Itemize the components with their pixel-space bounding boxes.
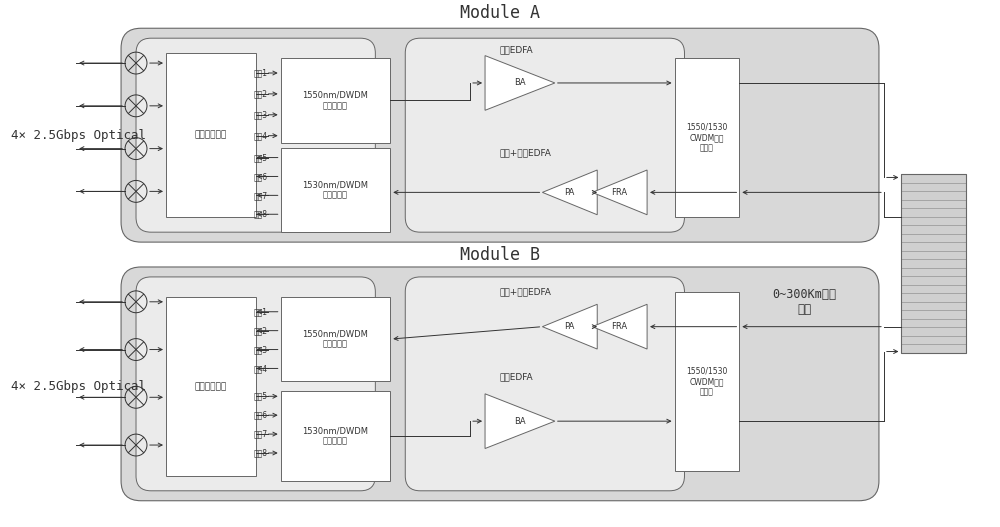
Polygon shape bbox=[485, 394, 555, 448]
Text: 波长8: 波长8 bbox=[254, 210, 268, 219]
Text: 4× 2.5Gbps Optical: 4× 2.5Gbps Optical bbox=[11, 129, 146, 142]
Polygon shape bbox=[592, 170, 647, 215]
Text: FRA: FRA bbox=[612, 188, 628, 197]
Text: 波长1: 波长1 bbox=[254, 307, 268, 316]
Text: 波长7: 波长7 bbox=[254, 191, 268, 200]
Text: PA: PA bbox=[565, 322, 575, 331]
Text: 波长5: 波长5 bbox=[254, 392, 268, 401]
Bar bbox=[166, 53, 256, 217]
Bar bbox=[675, 58, 739, 217]
Text: 波长8: 波长8 bbox=[254, 448, 268, 457]
Bar bbox=[281, 148, 390, 232]
Text: 光纤模式转换: 光纤模式转换 bbox=[195, 131, 227, 140]
Text: 据收+预放EDFA: 据收+预放EDFA bbox=[500, 148, 552, 157]
Text: 波长4: 波长4 bbox=[254, 131, 268, 140]
Text: 0~300Km海底
光缆: 0~300Km海底 光缆 bbox=[772, 288, 836, 316]
Text: Module A: Module A bbox=[460, 4, 540, 22]
Bar bbox=[281, 392, 390, 481]
FancyBboxPatch shape bbox=[121, 267, 879, 501]
Text: BA: BA bbox=[514, 79, 526, 87]
FancyBboxPatch shape bbox=[405, 38, 684, 232]
Text: FRA: FRA bbox=[612, 322, 628, 331]
Text: 4× 2.5Gbps Optical: 4× 2.5Gbps Optical bbox=[11, 380, 146, 393]
Polygon shape bbox=[485, 56, 555, 110]
Text: 波长3: 波长3 bbox=[254, 345, 268, 354]
Polygon shape bbox=[542, 304, 597, 349]
Polygon shape bbox=[542, 170, 597, 215]
Text: BA: BA bbox=[514, 417, 526, 426]
Text: 波长4: 波长4 bbox=[254, 364, 268, 373]
FancyBboxPatch shape bbox=[136, 38, 375, 232]
Bar bbox=[901, 174, 966, 353]
Bar bbox=[901, 174, 966, 353]
Text: 1550nm/DWDM
波分复用器: 1550nm/DWDM 波分复用器 bbox=[303, 329, 368, 349]
Text: PA: PA bbox=[565, 188, 575, 197]
Text: 波长6: 波长6 bbox=[254, 411, 268, 419]
Text: 1530nm/DWDM
波分复用器: 1530nm/DWDM 波分复用器 bbox=[302, 426, 368, 446]
Text: Module B: Module B bbox=[460, 246, 540, 264]
Text: 功放EDFA: 功放EDFA bbox=[500, 46, 534, 55]
Text: 波长2: 波长2 bbox=[254, 90, 268, 99]
Bar bbox=[281, 297, 390, 382]
Text: 1530nm/DWDM
波分复用器: 1530nm/DWDM 波分复用器 bbox=[302, 180, 368, 200]
Text: 波长2: 波长2 bbox=[254, 326, 268, 335]
Text: 波长6: 波长6 bbox=[254, 172, 268, 181]
Text: 1550/1530
CWDM波分
复用器: 1550/1530 CWDM波分 复用器 bbox=[686, 123, 728, 153]
Text: 1550/1530
CWDM波分
复用器: 1550/1530 CWDM波分 复用器 bbox=[686, 366, 728, 396]
FancyBboxPatch shape bbox=[136, 277, 375, 491]
Bar bbox=[166, 297, 256, 476]
Text: 1550nm/DWDM
波分复用器: 1550nm/DWDM 波分复用器 bbox=[303, 91, 368, 110]
Text: 光纤模式转换: 光纤模式转换 bbox=[195, 382, 227, 391]
Text: 波长5: 波长5 bbox=[254, 153, 268, 162]
Text: 波长7: 波长7 bbox=[254, 430, 268, 438]
Text: 波长3: 波长3 bbox=[254, 110, 268, 119]
Text: 据收+预放EDFA: 据收+预放EDFA bbox=[500, 287, 552, 296]
Bar bbox=[281, 58, 390, 143]
Polygon shape bbox=[592, 304, 647, 349]
FancyBboxPatch shape bbox=[405, 277, 684, 491]
Bar bbox=[675, 292, 739, 471]
FancyBboxPatch shape bbox=[121, 28, 879, 242]
Text: 波长1: 波长1 bbox=[254, 69, 268, 77]
Text: 功放EDFA: 功放EDFA bbox=[500, 372, 534, 381]
